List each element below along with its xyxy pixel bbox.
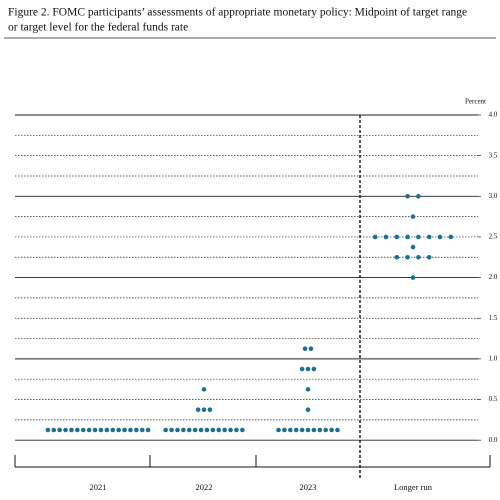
dot bbox=[139, 427, 145, 433]
dot bbox=[410, 244, 416, 250]
dot bbox=[145, 427, 151, 433]
dot bbox=[293, 427, 299, 433]
dot bbox=[57, 427, 62, 433]
dot bbox=[410, 214, 416, 219]
dot bbox=[51, 427, 57, 433]
dot bbox=[305, 427, 311, 433]
dot bbox=[405, 234, 410, 240]
dot bbox=[216, 427, 222, 433]
dot bbox=[228, 427, 233, 433]
dot bbox=[192, 427, 198, 433]
dot bbox=[75, 427, 80, 433]
chart-title: Figure 2. FOMC participants’ assessments… bbox=[8, 7, 467, 19]
dot bbox=[163, 427, 168, 433]
dot bbox=[437, 234, 443, 240]
dot bbox=[222, 427, 227, 433]
dot bbox=[299, 427, 305, 433]
dot bbox=[416, 254, 421, 260]
dot bbox=[416, 193, 421, 199]
dot bbox=[410, 275, 416, 280]
dot bbox=[204, 427, 210, 433]
x-tick-label: 2022 bbox=[196, 482, 213, 492]
y-tick-label: 3.5 bbox=[489, 151, 498, 159]
y-tick-label: 2.0 bbox=[489, 273, 498, 281]
dot bbox=[299, 366, 305, 372]
dot bbox=[234, 427, 239, 433]
dot bbox=[426, 254, 432, 260]
dot bbox=[288, 427, 293, 433]
y-tick-label: 4.0 bbox=[489, 111, 498, 119]
dot bbox=[282, 427, 287, 433]
dot bbox=[201, 407, 207, 412]
dot bbox=[45, 427, 51, 433]
dot bbox=[311, 427, 317, 433]
dot bbox=[198, 427, 204, 433]
y-tick-label: 3.0 bbox=[489, 192, 498, 200]
dot bbox=[134, 427, 139, 433]
dot bbox=[116, 427, 121, 433]
dot bbox=[335, 427, 340, 433]
x-tick-label: Longer run bbox=[394, 482, 433, 492]
dot bbox=[305, 387, 311, 392]
dot bbox=[186, 427, 192, 433]
dot bbox=[448, 234, 454, 240]
dot bbox=[317, 427, 323, 433]
dot bbox=[394, 234, 400, 240]
dot bbox=[181, 427, 186, 433]
dot bbox=[207, 407, 213, 412]
dot bbox=[405, 254, 410, 260]
dot bbox=[305, 366, 311, 372]
dot bbox=[104, 427, 110, 433]
y-tick-label: 0.0 bbox=[489, 436, 498, 444]
dot bbox=[169, 427, 174, 433]
dot bbox=[128, 427, 133, 433]
x-tick-label: 2023 bbox=[300, 482, 317, 492]
dot bbox=[405, 193, 410, 199]
dot bbox=[110, 427, 116, 433]
dot bbox=[305, 407, 311, 412]
dot bbox=[302, 346, 308, 352]
y-tick-label: 0.5 bbox=[489, 395, 498, 403]
dot bbox=[323, 427, 329, 433]
dot bbox=[175, 427, 180, 433]
dot bbox=[98, 427, 104, 433]
y-tick-label: 1.5 bbox=[489, 314, 498, 322]
dot bbox=[80, 427, 86, 433]
dot bbox=[92, 427, 98, 433]
dot bbox=[311, 366, 317, 372]
chart-title: or target level for the federal funds ra… bbox=[8, 22, 188, 34]
dot bbox=[122, 427, 127, 433]
dot bbox=[383, 234, 389, 240]
dot bbox=[426, 234, 432, 240]
dot bbox=[394, 254, 400, 260]
dot bbox=[329, 427, 334, 433]
dot bbox=[86, 427, 92, 433]
dot bbox=[276, 427, 281, 433]
dot bbox=[240, 427, 245, 433]
dot bbox=[210, 427, 216, 433]
dot bbox=[195, 407, 201, 412]
y-tick-label: 2.5 bbox=[489, 233, 498, 241]
dot bbox=[416, 234, 421, 240]
y-axis-label: Percent bbox=[465, 98, 486, 106]
dot bbox=[69, 427, 74, 433]
dot bbox=[201, 387, 207, 392]
x-tick-label: 2021 bbox=[90, 482, 107, 492]
dot bbox=[308, 346, 314, 352]
dot bbox=[63, 427, 68, 433]
y-tick-label: 1.0 bbox=[489, 354, 498, 362]
dot bbox=[372, 234, 378, 240]
